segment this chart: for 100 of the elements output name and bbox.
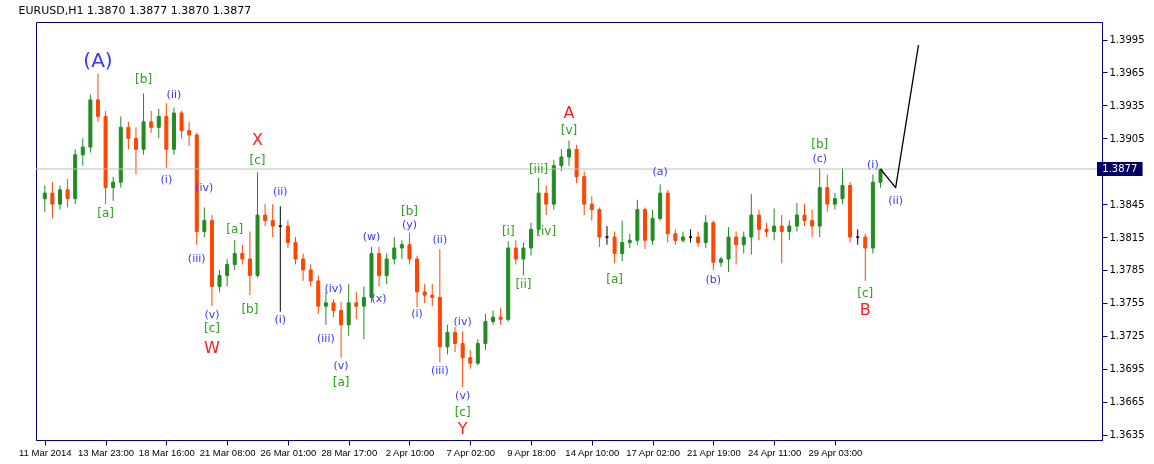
candlestick (50, 181, 55, 219)
y-tick-label: 1.3755 (1109, 297, 1145, 309)
candlestick (810, 209, 815, 238)
annotation: [c] (857, 285, 874, 300)
candlestick (680, 231, 685, 244)
candlestick (559, 148, 564, 172)
candlestick (95, 73, 100, 123)
candlestick (491, 310, 496, 326)
annotation: (ii) (272, 185, 288, 199)
candlestick (263, 203, 268, 227)
y-tick-label: 1.3695 (1109, 363, 1145, 375)
candlestick (57, 184, 62, 211)
annotation: W (204, 338, 221, 358)
candlestick (521, 242, 526, 276)
annotation: (i) (274, 312, 287, 326)
annotation: [ii] (515, 277, 532, 292)
candlestick (225, 258, 230, 287)
annotation: (iv) (453, 315, 472, 329)
candlestick (80, 137, 85, 167)
x-tick-label: 24 Apr 11:00 (748, 446, 802, 458)
annotation: (iv) (324, 281, 343, 295)
candlestick (855, 228, 860, 246)
annotation: [c] (203, 321, 220, 336)
candlestick (42, 184, 47, 213)
candlestick (111, 176, 116, 202)
candlestick (399, 239, 404, 260)
candlestick (308, 263, 313, 287)
annotation: Y (456, 419, 468, 439)
annotation: X (252, 130, 264, 150)
annotation: (v) (455, 389, 471, 403)
candlestick (734, 231, 739, 265)
candlestick (483, 313, 488, 351)
x-tick-label: 2 Apr 10:00 (385, 446, 435, 458)
annotation: [b] (811, 136, 829, 151)
y-tick-label: 1.3995 (1109, 34, 1145, 46)
candlestick (741, 231, 746, 254)
annotation: (iii) (430, 364, 449, 378)
annotation: (iii) (187, 251, 206, 265)
annotation: (ii) (166, 87, 182, 101)
y-tick-label: 1.3635 (1109, 429, 1145, 441)
candlestick (445, 324, 450, 355)
candlestick (422, 283, 427, 304)
annotation: [c] (454, 405, 471, 420)
annotation: [iv] (536, 224, 557, 239)
y-tick-label: 1.3785 (1109, 264, 1145, 276)
annotation: (i) (160, 172, 173, 186)
candlestick (361, 285, 366, 340)
x-tick-label: 7 Apr 02:00 (446, 446, 496, 458)
candlestick (589, 195, 594, 222)
annotation: [i] (501, 224, 515, 239)
annotation: [iii] (528, 161, 549, 176)
candlestick (544, 184, 549, 216)
candlestick (475, 338, 480, 366)
candlestick (567, 139, 571, 167)
candlestick (407, 232, 412, 265)
annotation: [a] (97, 206, 114, 221)
annotation: (v) (333, 358, 349, 372)
candlestick (756, 209, 761, 241)
annotation: (ii) (888, 193, 904, 207)
y-tick-label: 1.3935 (1109, 99, 1145, 111)
annotation: [a] (606, 272, 623, 287)
candlestick (779, 214, 784, 264)
candlestick (126, 121, 131, 150)
annotation: (x) (371, 292, 387, 306)
candlestick (149, 110, 154, 134)
candlestick (863, 233, 868, 282)
candlestick (339, 301, 344, 359)
annotation: [v] (560, 123, 578, 138)
x-tick-label: 11 Mar 2014 (18, 446, 72, 458)
candlestick (787, 220, 792, 241)
candlestick (513, 239, 518, 265)
candlestick (65, 178, 70, 208)
annotation: (a) (652, 165, 668, 179)
y-tick-label: 1.3665 (1109, 396, 1145, 408)
candlestick (232, 239, 237, 271)
candlestick (840, 167, 845, 205)
candlestick (179, 110, 184, 139)
candlestick (392, 236, 397, 265)
candlestick (703, 214, 708, 249)
x-tick-label: 21 Apr 19:00 (686, 446, 741, 458)
y-tick-label: 1.3815 (1109, 231, 1145, 243)
x-tick-label: 17 Apr 02:00 (626, 446, 681, 458)
candlestick (726, 226, 731, 273)
candlestick (377, 246, 382, 287)
candlestick (156, 108, 161, 139)
candlestick (453, 326, 458, 353)
candlestick (285, 220, 290, 249)
candlestick (301, 252, 306, 282)
candlestick (217, 269, 222, 293)
y-tick-label: 1.3965 (1109, 66, 1145, 78)
x-tick-label: 18 Mar 16:00 (138, 446, 195, 458)
candlestick (240, 244, 245, 265)
annotation: B (859, 299, 871, 319)
candlestick (529, 222, 534, 257)
candlestick (832, 192, 837, 211)
annotation: (i) (411, 307, 423, 321)
candlestick (354, 291, 359, 320)
annotation: [b] (400, 203, 418, 218)
x-tick-label: 13 Mar 23:00 (78, 446, 135, 458)
annotation: A (563, 103, 575, 123)
